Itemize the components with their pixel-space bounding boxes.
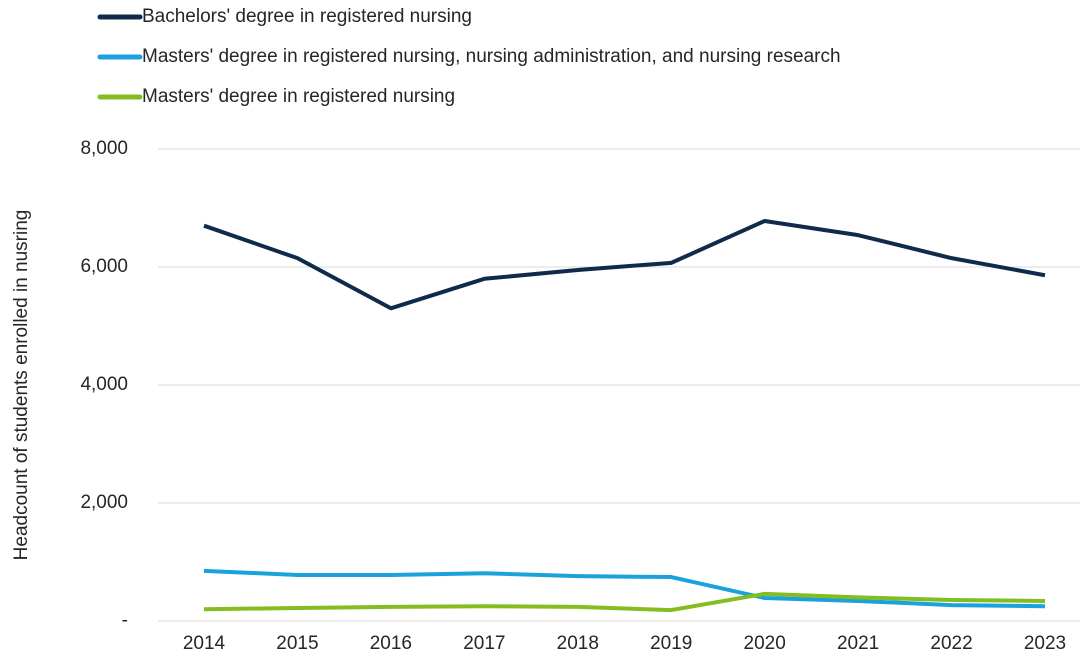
y-tick-label: 8,000	[80, 138, 128, 159]
x-tick-label: 2015	[276, 633, 318, 654]
y-tick-label: 4,000	[80, 374, 128, 395]
x-tick-label: 2018	[557, 633, 599, 654]
y-axis-label: Headcount of students enrolled in nusrin…	[11, 210, 32, 561]
x-tick-label: 2023	[1024, 633, 1066, 654]
series-line	[203, 218, 1046, 311]
x-tick-label: 2017	[463, 633, 505, 654]
x-tick-label: 2014	[183, 633, 226, 654]
x-tick-label: 2019	[650, 633, 692, 654]
legend-label: Masters' degree in registered nursing	[142, 86, 455, 107]
y-tick-label: -	[122, 610, 128, 631]
y-tick-label: 2,000	[80, 492, 128, 513]
x-tick-label: 2016	[370, 633, 412, 654]
y-tick-label: 6,000	[80, 256, 128, 277]
series-line	[203, 591, 1046, 613]
legend-label: Masters' degree in registered nursing, n…	[142, 46, 841, 67]
legend-label: Bachelors' degree in registered nursing	[142, 6, 472, 27]
series-line	[203, 568, 1046, 609]
x-tick-label: 2020	[744, 633, 786, 654]
x-tick-label: 2021	[837, 633, 879, 654]
x-tick-label: 2022	[930, 633, 972, 654]
